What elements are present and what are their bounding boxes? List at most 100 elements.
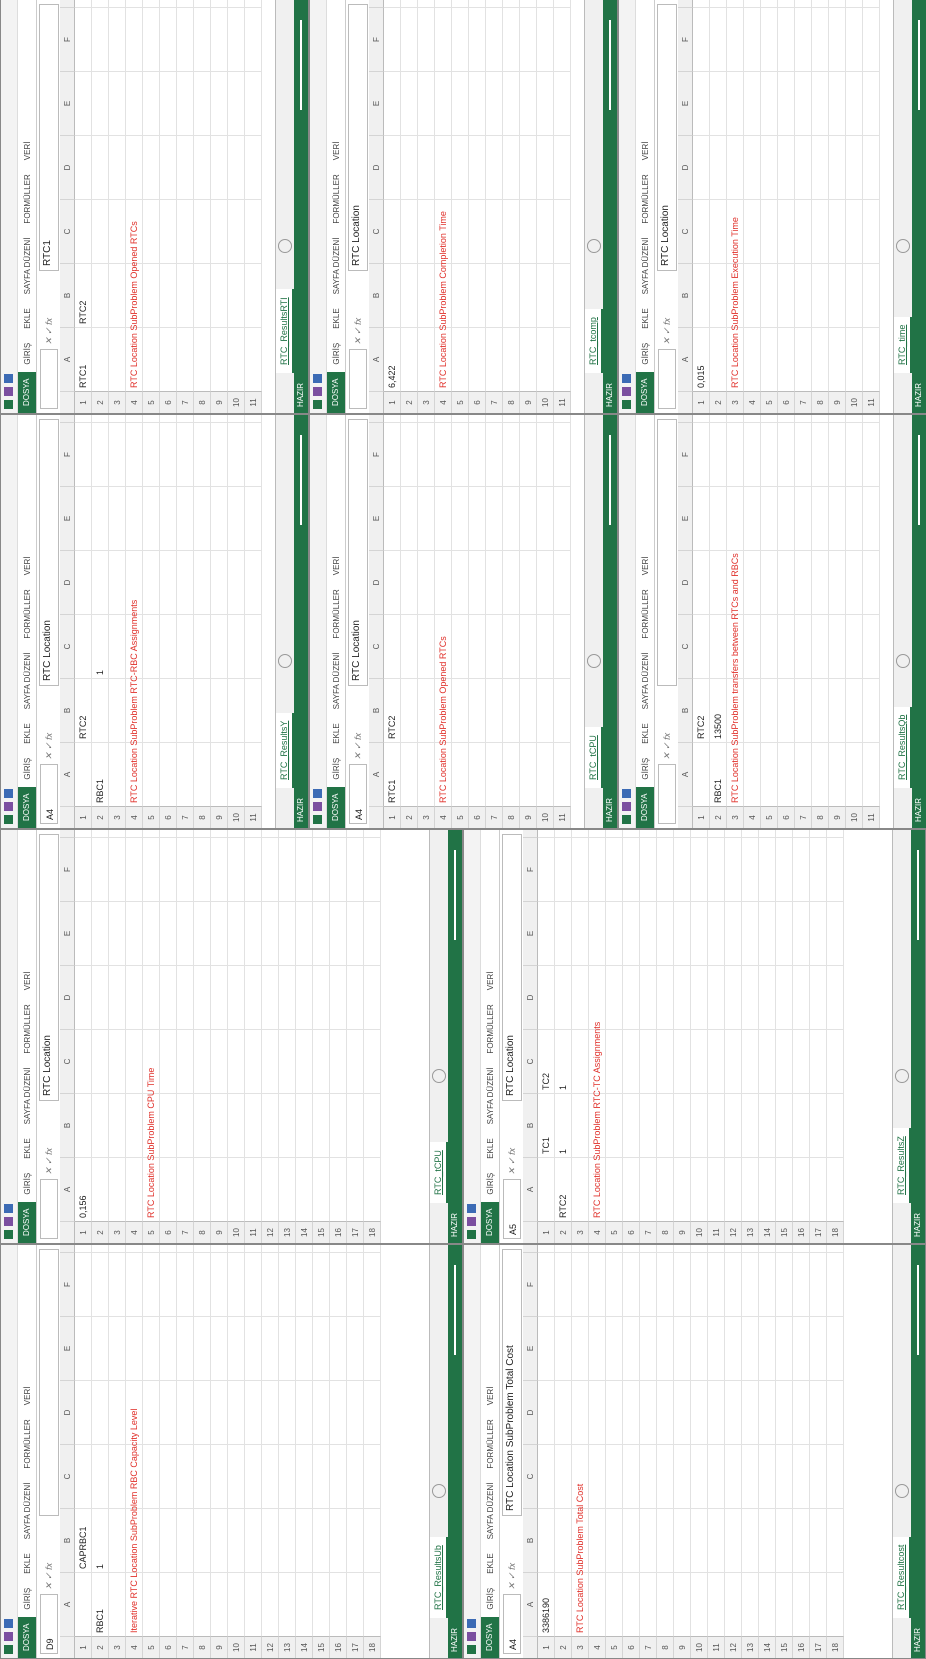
formula-input[interactable] <box>657 419 677 686</box>
name-box[interactable]: A4 <box>503 1594 521 1654</box>
ribbon-tab[interactable]: FORMÜLLER <box>641 167 650 230</box>
ribbon-tab[interactable]: GİRİŞ <box>23 1166 32 1202</box>
ribbon-tab[interactable]: SAYFA DÜZENİ <box>486 1061 495 1132</box>
ribbon-tab[interactable]: FORMÜLLER <box>332 582 341 645</box>
formula-input[interactable] <box>39 1249 59 1516</box>
ribbon-tab[interactable]: SAYFA DÜZENİ <box>23 1476 32 1547</box>
ribbon-tab[interactable]: EKLE <box>23 301 32 335</box>
formula-input[interactable]: RTC1 <box>39 4 59 271</box>
ribbon-tab[interactable]: FORMÜLLER <box>332 167 341 230</box>
name-box[interactable] <box>658 764 676 824</box>
ribbon-tab[interactable]: FORMÜLLER <box>23 1412 32 1475</box>
ribbon-tab[interactable]: FORMÜLLER <box>641 582 650 645</box>
add-sheet[interactable] <box>587 239 601 253</box>
ribbon-tab[interactable]: GİRİŞ <box>23 751 32 787</box>
add-sheet[interactable] <box>895 1484 909 1498</box>
ribbon-tab[interactable]: FORMÜLLER <box>23 582 32 645</box>
name-box[interactable] <box>40 349 58 409</box>
ribbon-tab[interactable]: DOSYA <box>18 787 36 828</box>
ribbon-tab[interactable]: SAYFA DÜZENİ <box>641 231 650 302</box>
ribbon-tab[interactable]: VERİ <box>332 550 341 583</box>
ribbon-tab[interactable]: SAYFA DÜZENİ <box>641 646 650 717</box>
ribbon-tab[interactable]: DOSYA <box>481 1202 499 1243</box>
name-box[interactable]: D9 <box>40 1594 58 1654</box>
add-sheet[interactable] <box>432 1484 446 1498</box>
ribbon-tab[interactable]: EKLE <box>23 1546 32 1580</box>
ribbon-tab[interactable]: FORMÜLLER <box>23 167 32 230</box>
add-sheet[interactable] <box>587 654 601 668</box>
ribbon-tab[interactable]: DOSYA <box>18 1617 36 1658</box>
add-sheet[interactable] <box>432 1069 446 1083</box>
add-sheet[interactable] <box>895 1069 909 1083</box>
name-box[interactable] <box>349 349 367 409</box>
formula-input[interactable]: RTC Location <box>502 834 522 1101</box>
formula-input[interactable]: RTC Location <box>39 419 59 686</box>
ribbon-tab[interactable]: EKLE <box>486 1131 495 1165</box>
ribbon-tab[interactable]: SAYFA DÜZENİ <box>332 231 341 302</box>
ribbon-tab[interactable]: GİRİŞ <box>486 1581 495 1617</box>
ribbon-tab[interactable]: SAYFA DÜZENİ <box>23 1061 32 1132</box>
ribbon-tab[interactable]: VERİ <box>486 965 495 998</box>
ribbon-tab[interactable]: GİRİŞ <box>486 1166 495 1202</box>
name-box[interactable] <box>40 1179 58 1239</box>
ribbon-tab[interactable]: GİRİŞ <box>23 336 32 372</box>
ribbon-tab[interactable]: EKLE <box>332 716 341 750</box>
ribbon-tab[interactable]: FORMÜLLER <box>486 1412 495 1475</box>
ribbon-tab[interactable]: VERİ <box>641 550 650 583</box>
ribbon-tab[interactable]: EKLE <box>23 716 32 750</box>
ribbon-tab[interactable]: GİRİŞ <box>641 751 650 787</box>
ribbon-tab[interactable]: GİRİŞ <box>641 336 650 372</box>
ribbon-tab[interactable]: SAYFA DÜZENİ <box>332 646 341 717</box>
ribbon-tab[interactable]: VERİ <box>332 135 341 168</box>
name-box[interactable]: A4 <box>40 764 58 824</box>
ribbon-tab[interactable]: EKLE <box>641 301 650 335</box>
ribbon-tab[interactable]: GİRİŞ <box>332 751 341 787</box>
formula-input[interactable]: RTC Location <box>348 4 368 271</box>
add-sheet[interactable] <box>278 239 292 253</box>
ribbon-tab[interactable]: EKLE <box>23 1131 32 1165</box>
ribbon-tab[interactable]: FORMÜLLER <box>486 997 495 1060</box>
sheet-tab[interactable]: RTC_Resultcost <box>893 1537 911 1618</box>
ribbon-tab[interactable]: VERİ <box>23 1380 32 1413</box>
formula-input[interactable]: RTC Location SubProblem Total Cost <box>502 1249 522 1516</box>
ribbon-tab[interactable]: SAYFA DÜZENİ <box>23 646 32 717</box>
name-box[interactable]: A4 <box>349 764 367 824</box>
sheet-tab[interactable]: RTC_tCPU <box>585 727 603 788</box>
name-box[interactable]: A5 <box>503 1179 521 1239</box>
add-sheet[interactable] <box>278 654 292 668</box>
ribbon-tab[interactable]: SAYFA DÜZENİ <box>486 1476 495 1547</box>
ribbon-tab[interactable]: GİRİŞ <box>332 336 341 372</box>
sheet-tab[interactable]: RTC_ResultsY <box>276 713 294 788</box>
ribbon-tab[interactable]: VERİ <box>641 135 650 168</box>
sheet-tab[interactable]: RTC_ResultsRTI <box>276 289 294 373</box>
ribbon-tab[interactable]: EKLE <box>332 301 341 335</box>
ribbon-tab[interactable]: EKLE <box>641 716 650 750</box>
add-sheet[interactable] <box>896 239 910 253</box>
formula-input[interactable]: RTC Location <box>39 834 59 1101</box>
ribbon-tab[interactable]: DOSYA <box>18 1202 36 1243</box>
sheet-tab[interactable]: RTC_ResultsUb <box>430 1537 448 1618</box>
ribbon-tab[interactable]: DOSYA <box>327 787 345 828</box>
ribbon-tab[interactable]: DOSYA <box>18 372 36 413</box>
ribbon-tab[interactable]: VERİ <box>23 965 32 998</box>
ribbon-tab[interactable]: DOSYA <box>481 1617 499 1658</box>
ribbon-tab[interactable]: DOSYA <box>636 372 654 413</box>
ribbon-tab[interactable]: VERİ <box>23 135 32 168</box>
ribbon-tab[interactable]: GİRİŞ <box>23 1581 32 1617</box>
add-sheet[interactable] <box>896 654 910 668</box>
ribbon-tab[interactable]: FORMÜLLER <box>23 997 32 1060</box>
ribbon-tab[interactable]: DOSYA <box>636 787 654 828</box>
formula-input[interactable]: RTC Location <box>348 419 368 686</box>
sheet-tab[interactable]: RTC_ResultsZ <box>893 1128 911 1203</box>
sheet-tab[interactable]: RTC_tCPU <box>430 1142 448 1203</box>
name-box[interactable] <box>658 349 676 409</box>
sheet-tab[interactable]: RTC_time <box>894 317 912 373</box>
sheet-tab[interactable]: RTC_tcomp <box>585 309 603 373</box>
ribbon-tab[interactable]: VERİ <box>486 1380 495 1413</box>
ribbon-tab[interactable]: DOSYA <box>327 372 345 413</box>
ribbon-tab[interactable]: SAYFA DÜZENİ <box>23 231 32 302</box>
ribbon-tab[interactable]: EKLE <box>486 1546 495 1580</box>
formula-input[interactable]: RTC Location <box>657 4 677 271</box>
sheet-tab[interactable]: RTC_ResultsQb <box>894 707 912 788</box>
ribbon-tab[interactable]: VERİ <box>23 550 32 583</box>
